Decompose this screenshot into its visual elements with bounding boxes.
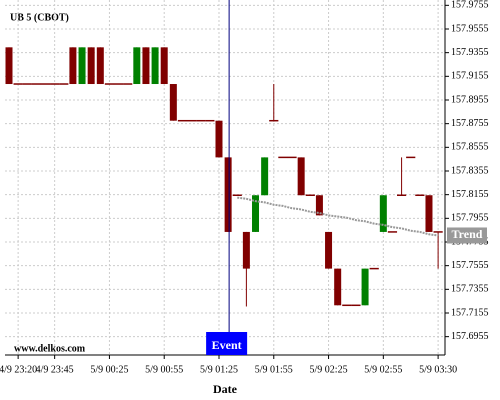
y-tick-label: 157.9155 <box>451 71 489 82</box>
y-tick-label: 157.8555 <box>451 142 489 153</box>
y-tick-label: 157.8755 <box>451 118 489 129</box>
x-tick-label: 5/9 01:55 <box>255 364 293 375</box>
candle-body <box>379 195 387 232</box>
chart-title: UB 5 (CBOT) <box>10 12 69 23</box>
candle-body <box>160 47 168 85</box>
x-tick-label: 5/9 02:25 <box>310 364 348 375</box>
candle-body <box>252 195 260 232</box>
y-tick-label: 157.7555 <box>451 260 489 271</box>
y-tick-label: 157.6955 <box>451 331 489 342</box>
candle-body <box>78 47 86 85</box>
y-tick-label: 157.7955 <box>451 213 489 224</box>
y-tick-label: 157.8155 <box>451 189 489 200</box>
trend-line <box>237 196 439 237</box>
candle-body <box>151 47 159 85</box>
trend-label: Trend <box>452 227 483 241</box>
y-tick-label: 157.9355 <box>451 47 489 58</box>
candle-body <box>169 84 177 121</box>
y-tick-label: 157.8355 <box>451 165 489 176</box>
candle-body <box>334 268 342 306</box>
x-tick-label: 5/9 00:25 <box>90 364 128 375</box>
candle-body <box>361 268 369 306</box>
candle-body <box>142 47 150 85</box>
event-box <box>206 332 248 355</box>
y-tick-label: 157.7355 <box>451 284 489 295</box>
candle-body <box>96 47 104 85</box>
candle-body <box>242 231 250 269</box>
candle-body <box>133 47 141 85</box>
trend-label-box <box>447 227 487 244</box>
candle-body <box>297 157 305 196</box>
candle-body <box>224 157 232 232</box>
x-tick-label: 5/9 00:55 <box>145 364 183 375</box>
y-tick-label: 157.9755 <box>451 0 489 11</box>
candle-body <box>425 195 433 232</box>
x-tick-label: 4/9 23:45 <box>36 364 74 375</box>
x-tick-label: 5/9 01:25 <box>200 364 238 375</box>
event-label: Event <box>212 338 242 352</box>
candle-body <box>69 47 77 85</box>
x-tick-label: 5/9 03:30 <box>419 364 457 375</box>
candle-body <box>215 120 223 158</box>
watermark: www.delkos.com <box>14 343 86 354</box>
candle-body <box>5 47 13 85</box>
candle-body <box>325 231 333 269</box>
candle-body <box>87 47 95 85</box>
candle-body <box>261 157 269 196</box>
y-tick-label: 157.7155 <box>451 307 489 318</box>
y-tick-label: 157.9555 <box>451 23 489 34</box>
x-tick-label: 4/9 23:20 <box>0 364 37 375</box>
x-axis-title: Date <box>213 382 238 396</box>
x-tick-label: 5/9 02:55 <box>364 364 402 375</box>
y-tick-label: 157.8955 <box>451 94 489 105</box>
candle-body <box>315 195 323 216</box>
